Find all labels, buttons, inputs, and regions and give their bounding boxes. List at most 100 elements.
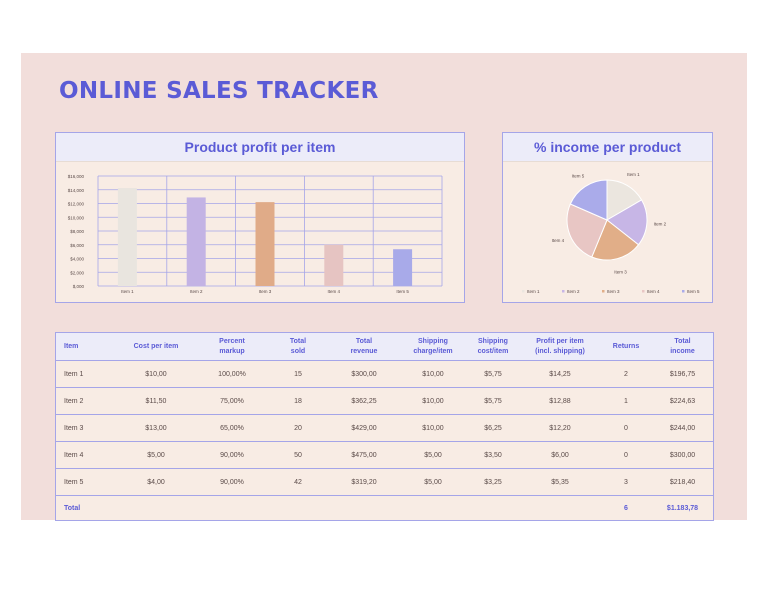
table-cell: $5,00: [400, 468, 466, 496]
table-cell: 2: [600, 360, 652, 388]
pie-slice-5: [569, 179, 608, 221]
pie-legend-swatch: [522, 290, 525, 293]
table-cell: 3: [600, 468, 652, 496]
bar-y-tick-label: $12,000: [68, 202, 85, 207]
table-cell: 0: [600, 441, 652, 469]
table-cell: $3,50: [466, 441, 520, 469]
pie-legend-label: Item 5: [687, 289, 700, 294]
table-cell: $5,75: [466, 360, 520, 388]
table-cell: 50: [268, 441, 328, 469]
table-cell: [196, 496, 268, 521]
table-header-cell: Shipping charge/item: [400, 333, 466, 361]
table-cell: $429,00: [328, 414, 400, 442]
table-header-cell: Item: [56, 333, 116, 361]
bar-5: [393, 249, 413, 286]
table-cell: $4,00: [116, 468, 196, 496]
pie-slice-3: [591, 219, 640, 261]
table-header-cell: Percent markup: [196, 333, 268, 361]
table-header-cell: Cost per item: [116, 333, 196, 361]
bar-x-tick-label: Item 4: [328, 289, 341, 294]
page-title: ONLINE SALES TRACKER: [59, 78, 379, 104]
bar-y-tick-label: $10,000: [68, 215, 85, 220]
table-cell: [400, 496, 466, 521]
table-cell: $475,00: [328, 441, 400, 469]
pie-legend-label: Item 1: [527, 289, 540, 294]
table-row: Item 4 $5,00 90,00% 50 $475,00 $5,00 $3,50 $6,0…: [56, 441, 713, 469]
bar-y-tick-label: $16,000: [68, 174, 85, 179]
table-cell: 75,00%: [196, 387, 268, 415]
table-cell: [466, 496, 520, 521]
table-cell: Item 4: [56, 441, 116, 469]
table-header-cell: Total income: [652, 333, 713, 361]
table-cell: $5,35: [520, 468, 600, 496]
pie-slice-label: Item 5: [572, 174, 585, 179]
table-cell: $300,00: [328, 360, 400, 388]
table-cell: $10,00: [400, 360, 466, 388]
table-row: Item 2 $11,50 75,00% 18 $362,25 $10,00 $5,75 $1…: [56, 387, 713, 415]
table-header-cell: Total sold: [268, 333, 328, 361]
table-cell: $10,00: [116, 360, 196, 388]
bar-x-tick-label: Item 5: [396, 289, 409, 294]
table-cell: $319,20: [328, 468, 400, 496]
pie-legend-swatch: [682, 290, 685, 293]
table-cell: $10,00: [400, 387, 466, 415]
pie-legend-label: Item 3: [607, 289, 620, 294]
table-header-cell: Total revenue: [328, 333, 400, 361]
table-header-cell: Returns: [600, 333, 652, 361]
pie-slice-label: Item 2: [654, 222, 667, 227]
sales-table: Item Cost per item Percent markup Total sold T…: [55, 332, 714, 521]
table-row: Item 1 $10,00 100,00% 15 $300,00 $10,00 $5,75 $…: [56, 360, 713, 388]
table-cell: $218,40: [652, 468, 713, 496]
table-cell: Item 5: [56, 468, 116, 496]
table-cell: $6,25: [466, 414, 520, 442]
bar-y-tick-label: $2,000: [70, 270, 84, 275]
pie-chart-title: % income per product: [503, 133, 712, 162]
table-cell: Item 2: [56, 387, 116, 415]
table-cell: 100,00%: [196, 360, 268, 388]
bar-x-tick-label: Item 3: [259, 289, 272, 294]
pie-legend-swatch: [642, 290, 645, 293]
table-total-row: Total 6 $1.183,78: [56, 496, 713, 521]
table-cell: $5,00: [116, 441, 196, 469]
bar-3: [255, 202, 275, 286]
bar-4: [324, 244, 344, 286]
table-cell: $13,00: [116, 414, 196, 442]
table-header-cell: Shipping cost/item: [466, 333, 520, 361]
table-cell: $5,75: [466, 387, 520, 415]
table-cell: $300,00: [652, 441, 713, 469]
bar-1: [117, 188, 137, 286]
table-cell: 6: [624, 504, 628, 512]
table-cell: $10,00: [400, 414, 466, 442]
bar-y-tick-label: $8,000: [70, 229, 84, 234]
table-cell: $3,25: [466, 468, 520, 496]
table-cell: $14,25: [520, 360, 600, 388]
table-cell: $224,63: [652, 387, 713, 415]
table-cell: $196,75: [652, 360, 713, 388]
pie-legend-swatch: [602, 290, 605, 293]
bar-x-tick-label: Item 1: [121, 289, 134, 294]
pie-slice-label: Item 4: [552, 238, 565, 243]
bar-chart: $16,000 $14,000 $12,000 $10,000 $8,000 $6,000…: [68, 174, 443, 294]
table-header-row: Item Cost per item Percent markup Total sold T…: [56, 333, 713, 361]
table-cell: 1: [600, 387, 652, 415]
pie-slice-4: [566, 203, 608, 258]
table-cell: 15: [268, 360, 328, 388]
table-cell: $244,00: [652, 414, 713, 442]
table-cell: $11,50: [116, 387, 196, 415]
table-header-cell: Profit per item (incl. shipping): [520, 333, 600, 361]
pie-slice-label: Item 3: [614, 269, 627, 274]
bar-x-tick-label: Item 2: [190, 289, 203, 294]
table-cell: 65,00%: [196, 414, 268, 442]
table-cell: 42: [268, 468, 328, 496]
table-cell: 90,00%: [196, 441, 268, 469]
pie-chart: Item 1 Item 2 Item 3 Item 4 Item 5 Item 1 Item…: [522, 172, 700, 294]
bar-chart-title: Product profit per item: [56, 133, 464, 162]
bar-y-tick-label: $14,000: [68, 188, 85, 193]
table-cell: 0: [600, 414, 652, 442]
table-cell: $12,20: [520, 414, 600, 442]
table-cell: $5,00: [400, 441, 466, 469]
table-cell: $12,88: [520, 387, 600, 415]
bar-2: [186, 197, 206, 286]
pie-slice-label: Item 1: [627, 172, 640, 177]
